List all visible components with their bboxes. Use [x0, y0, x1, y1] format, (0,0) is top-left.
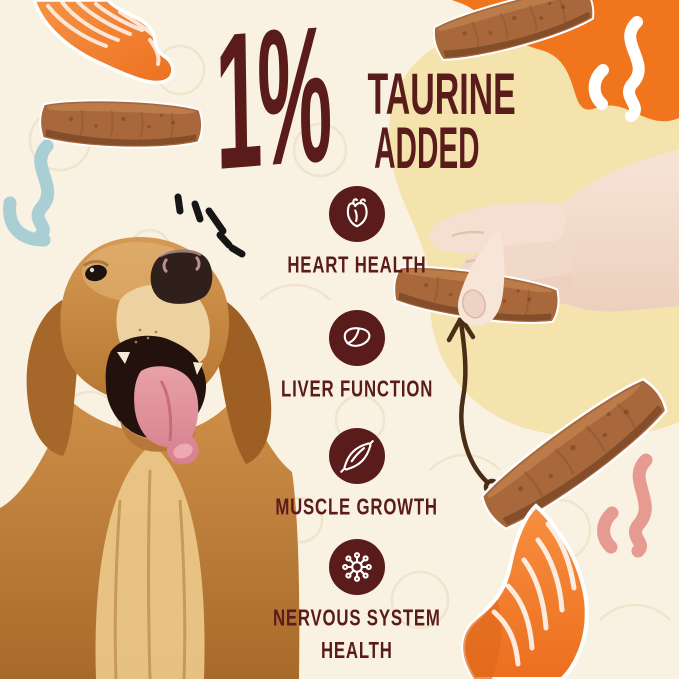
benefit-item-liver: LIVER FUNCTION: [252, 310, 462, 403]
headline-taurine: TAURINE: [367, 62, 516, 127]
benefit-label-heart: HEART HEALTH: [287, 252, 427, 278]
pink-squiggle: [597, 453, 653, 558]
excitement-dashes: [174, 193, 246, 258]
benefit-item-nervous: NERVOUS SYSTEM HEALTH: [252, 539, 462, 663]
headline-number: 1%: [213, 0, 330, 211]
treat-strip-top-left: [40, 99, 201, 149]
liver-icon: [343, 327, 371, 347]
blue-squiggle: [3, 139, 55, 247]
benefit-item-muscle: MUSCLE GROWTH: [252, 428, 462, 521]
headline-added: ADDED: [374, 116, 480, 181]
hand-photo: [392, 150, 679, 329]
white-squiggle: [588, 16, 645, 122]
salmon-slice-bottom-right: [461, 503, 589, 679]
benefit-label-nervous: NERVOUS SYSTEM HEALTH: [273, 605, 441, 664]
benefit-label-liver: LIVER FUNCTION: [280, 376, 434, 402]
heart-icon: [346, 198, 368, 228]
benefit-item-heart: HEART HEALTH: [252, 186, 462, 279]
salmon-slice-top-left: [32, 0, 175, 85]
dog-photo: [0, 236, 300, 679]
neuron-icon: [342, 552, 372, 582]
benefit-label-muscle: MUSCLE GROWTH: [275, 494, 439, 520]
muscle-icon: [340, 440, 374, 473]
